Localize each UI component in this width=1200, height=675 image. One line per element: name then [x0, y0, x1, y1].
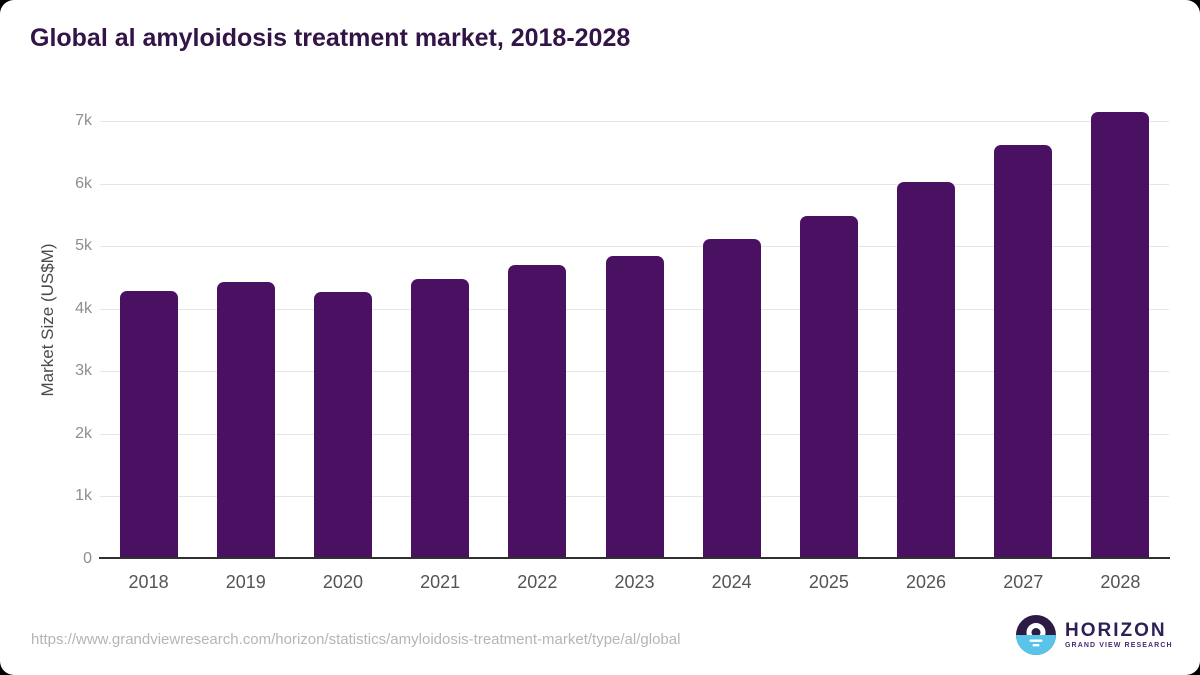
x-label-2020: 2020 [322, 572, 363, 592]
logo-subtitle: GRAND VIEW RESEARCH [1065, 641, 1173, 649]
plot-area [100, 111, 1169, 559]
chart-title: Global al amyloidosis treatment market, … [30, 24, 631, 52]
horizon-sunset-icon [1016, 615, 1056, 655]
bar-2025 [799, 216, 858, 559]
bar-2019 [216, 282, 275, 559]
x-label-2025: 2025 [808, 572, 849, 592]
gridline-5k [100, 246, 1169, 248]
x-label-2019: 2019 [225, 572, 266, 592]
x-label-2027: 2027 [1003, 572, 1044, 592]
x-label-2021: 2021 [420, 572, 461, 592]
source-url: https://www.grandviewresearch.com/horizo… [31, 631, 681, 648]
bar-2026 [897, 181, 956, 559]
x-label-2018: 2018 [128, 572, 169, 592]
y-tick-label-7k: 7k [75, 112, 92, 129]
y-tick-label-4k: 4k [75, 299, 92, 317]
x-axis-line [99, 557, 1170, 559]
y-tick-label-0: 0 [83, 550, 92, 567]
bar-2023 [605, 255, 664, 559]
y-tick-label-6k: 6k [75, 174, 92, 192]
y-tick-label-1k: 1k [75, 487, 92, 505]
bar-2027 [994, 144, 1053, 559]
x-label-2022: 2022 [517, 572, 558, 592]
bar-2022 [508, 264, 567, 559]
bar-2018 [119, 290, 178, 559]
y-tick-label-3k: 3k [75, 362, 92, 380]
x-label-2026: 2026 [906, 572, 947, 592]
logo-text: HORIZON GRAND VIEW RESEARCH [1065, 619, 1173, 650]
y-tick-label-5k: 5k [75, 237, 92, 255]
logo-name: HORIZON [1065, 619, 1167, 641]
x-label-2023: 2023 [614, 572, 655, 592]
bar-2020 [313, 292, 372, 559]
gridline-6k [100, 183, 1169, 185]
bar-2021 [411, 278, 470, 559]
x-label-2024: 2024 [711, 572, 752, 592]
bar-2028 [1091, 111, 1150, 559]
y-tick-label-2k: 2k [75, 424, 92, 442]
horizon-logo: HORIZON GRAND VIEW RESEARCH [1016, 615, 1173, 655]
gridline-7k [100, 121, 1169, 122]
x-label-2028: 2028 [1100, 572, 1141, 592]
bar-2024 [702, 238, 761, 559]
